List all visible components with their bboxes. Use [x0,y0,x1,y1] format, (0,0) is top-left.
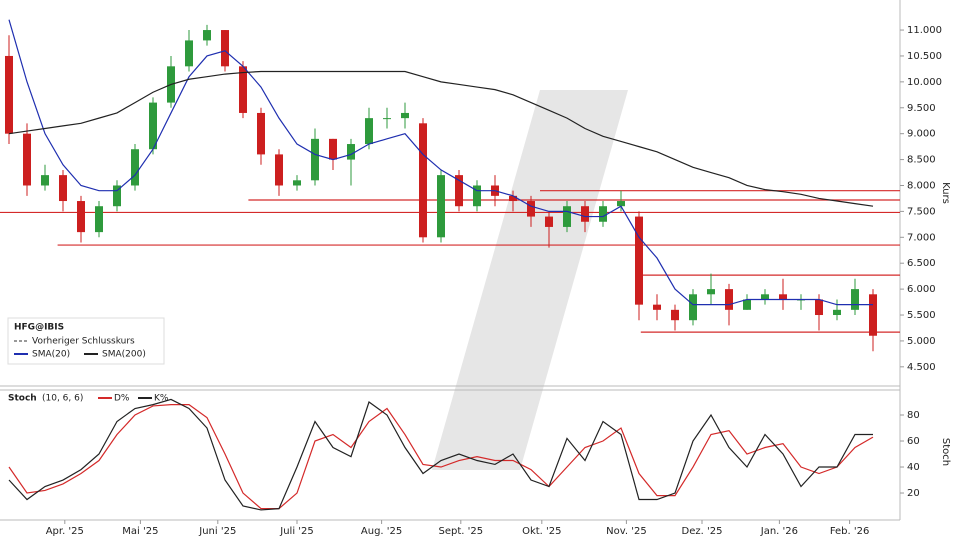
candle-body [815,299,823,316]
candle-body [383,118,391,120]
candle-body [617,201,625,207]
y-tick-label: 10.500 [907,51,942,62]
candle-body [221,30,229,67]
candle-body [635,216,643,305]
y-tick-label: 6.000 [907,284,936,295]
y-tick-label: 6.500 [907,258,936,269]
panel-title: Stoch [8,394,37,404]
x-tick-label: Juli '25 [279,526,314,537]
y-tick-label: 9.500 [907,103,936,114]
x-tick-label: Mai '25 [122,526,158,537]
candle-body [401,112,409,119]
y-tick-label: 4.500 [907,362,936,373]
y-tick-label: 80 [907,410,920,421]
candle-body [41,175,49,186]
candle-body [599,206,607,222]
legend-label: Vorheriger Schlusskurs [32,337,135,347]
candle-body [869,294,877,336]
y-tick-label: 8.500 [907,155,936,166]
candle-body [203,30,211,41]
legend-label: SMA(200) [102,350,146,360]
x-tick-label: Dez. '25 [682,526,723,537]
candle-body [365,118,373,145]
candle-body [149,102,157,150]
y-tick-label: 9.000 [907,129,936,140]
x-tick-label: Sept. '25 [438,526,483,537]
stoch-line [8,398,873,511]
candle-body [545,216,553,227]
candle-body [419,123,427,238]
y-tick-label: 60 [907,436,920,447]
legend-label: SMA(20) [32,350,70,360]
candle-body [437,175,445,238]
candle-body [707,289,715,295]
y-tick-label: 7.000 [907,232,936,243]
candle-body [113,185,121,207]
candle-body [563,206,571,227]
candle-body [95,206,103,233]
candle-body [257,112,265,155]
candle-body [581,206,589,222]
panel-subtitle: (10, 6, 6) [42,394,83,404]
candle-body [131,149,139,186]
y-tick-label: 10.000 [907,77,942,88]
y-tick-label: 8.000 [907,180,936,191]
candle-body [473,185,481,207]
candle-body [5,55,13,134]
axis-label: Kurs [940,182,951,204]
candle-body [743,299,751,310]
stoch-panel [8,398,904,511]
candle-body [689,294,697,321]
y-tick-label: 40 [907,462,920,473]
candle-body [275,154,283,186]
candle-body [851,289,859,310]
candle-body [653,304,661,310]
candle-body [239,66,247,113]
legend-label: D% [114,394,130,404]
candle-body [293,180,301,186]
candle-body [329,138,337,160]
x-tick-label: Apr. '25 [46,526,84,537]
candle-body [59,175,67,202]
sma-line [8,19,873,306]
candle-body [779,294,787,300]
stoch-line [8,404,874,510]
x-tick-label: Nov. '25 [606,526,647,537]
candle-body [725,289,733,310]
y-tick-label: 7.500 [907,206,936,217]
axis-label: Stoch [940,438,951,466]
x-tick-label: Aug. '25 [361,526,402,537]
candle-body [671,309,679,321]
price-panel [0,19,904,368]
y-tick-label: 20 [907,488,920,499]
candle-body [509,195,517,202]
y-tick-label: 5.500 [907,310,936,321]
sma-line [8,70,874,207]
candle-body [347,144,355,160]
x-tick-label: Juni '25 [198,526,236,537]
candle-body [77,201,85,233]
x-tick-label: Okt. '25 [522,526,561,537]
legend-symbol: HFG@IBIS [14,323,64,333]
candle-body [833,309,841,316]
x-tick-label: Feb. '26 [830,526,870,537]
candle-body [23,133,31,186]
legend-box [7,317,165,365]
candle-body [761,294,769,300]
candle-body [455,175,463,207]
candle-body [311,138,319,181]
candle-body [185,40,193,67]
candle-body [527,201,535,217]
x-tick-label: Jan. '26 [760,526,798,537]
legend-label: K% [154,394,169,404]
watermark [432,90,628,470]
y-tick-label: 11.000 [907,25,942,36]
y-tick-label: 5.000 [907,336,936,347]
